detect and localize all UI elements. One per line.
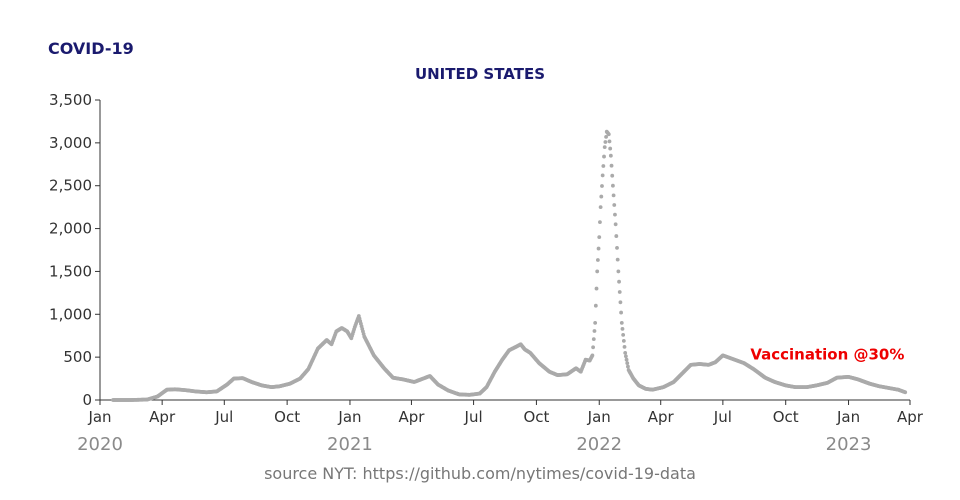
data-point [600, 173, 605, 178]
data-point [618, 300, 623, 305]
x-tick-label: Apr [149, 408, 176, 426]
data-point [619, 310, 623, 315]
year-label: 2021 [327, 434, 373, 455]
data-point [603, 140, 608, 144]
x-tick-label: Jul [713, 408, 732, 426]
data-point [595, 258, 600, 262]
x-tick-label: Oct [274, 408, 300, 426]
data-point [611, 193, 616, 198]
data-point [615, 257, 620, 262]
x-tick-label: Apr [897, 408, 924, 426]
data-point [609, 163, 614, 168]
data-point [598, 220, 602, 225]
data-point [620, 326, 625, 331]
x-tick-label: Oct [773, 408, 799, 426]
data-point [598, 205, 603, 210]
y-tick-label: 500 [63, 348, 92, 366]
chart-title: COVID-19 [48, 39, 134, 58]
data-point [614, 234, 619, 238]
data-point [602, 154, 606, 159]
data-point [608, 153, 613, 158]
data-point [625, 361, 630, 366]
chart-subtitle: UNITED STATES [415, 65, 545, 83]
data-point [606, 132, 611, 137]
data-point [602, 145, 607, 150]
data-point [595, 269, 600, 274]
source-note: source NYT: https://github.com/nytimes/c… [264, 464, 696, 483]
y-tick-label: 2,000 [49, 220, 92, 238]
data-point [597, 235, 602, 240]
x-tick-label: Jul [214, 408, 233, 426]
x-axis: Jan Apr Jul Oct Jan Apr Jul Oct Jan Apr Jul Oct Jan A… [77, 399, 924, 455]
data-point [621, 338, 626, 343]
y-tick-label: 3,000 [49, 134, 92, 152]
data-point [596, 246, 601, 251]
data-point [591, 337, 596, 342]
data-point [616, 269, 621, 274]
data-point [593, 303, 598, 308]
data-point [623, 350, 628, 355]
x-tick-label: Jan [337, 408, 361, 426]
data-point [611, 183, 615, 188]
data-point [617, 279, 621, 284]
data-points [111, 129, 908, 402]
y-tick-label: 1,500 [49, 262, 92, 280]
x-tick-label: Apr [648, 408, 675, 426]
data-point [610, 173, 615, 178]
data-point [592, 329, 597, 333]
year-label: 2023 [826, 434, 872, 455]
data-point [612, 203, 617, 207]
data-point [590, 353, 595, 358]
x-tick-label: Oct [523, 408, 549, 426]
data-point [615, 245, 619, 250]
data-point [903, 390, 908, 395]
x-tick-label: Jul [464, 408, 483, 426]
data-point [617, 290, 622, 294]
year-label: 2022 [576, 434, 622, 455]
data-point [621, 332, 626, 337]
vaccination-annotation: Vaccination @30% [750, 345, 904, 363]
data-point [619, 320, 624, 325]
data-point [594, 286, 599, 291]
data-point [626, 364, 630, 369]
data-point [623, 354, 628, 359]
data-point [622, 344, 627, 349]
y-tick-label: 1,000 [49, 305, 92, 323]
data-point [604, 134, 608, 139]
x-tick-label: Apr [398, 408, 425, 426]
y-axis: 0 500 1,000 1,500 2,000 2,500 3,000 3,500 [49, 91, 101, 409]
x-tick-label: Jan [87, 408, 111, 426]
y-tick-label: 0 [82, 391, 92, 409]
x-tick-label: Jan [587, 408, 611, 426]
x-tick-label: Jan [836, 408, 860, 426]
data-point [607, 139, 612, 144]
data-point [613, 212, 617, 217]
data-point [600, 184, 604, 188]
data-point [601, 164, 606, 168]
data-point [591, 345, 595, 350]
y-tick-label: 3,500 [49, 91, 92, 109]
data-point [599, 194, 604, 199]
data-point [613, 222, 618, 227]
data-point [593, 320, 598, 325]
data-point [608, 146, 613, 151]
year-label: 2020 [77, 434, 123, 455]
y-tick-label: 2,500 [49, 177, 92, 195]
data-point [624, 357, 629, 362]
